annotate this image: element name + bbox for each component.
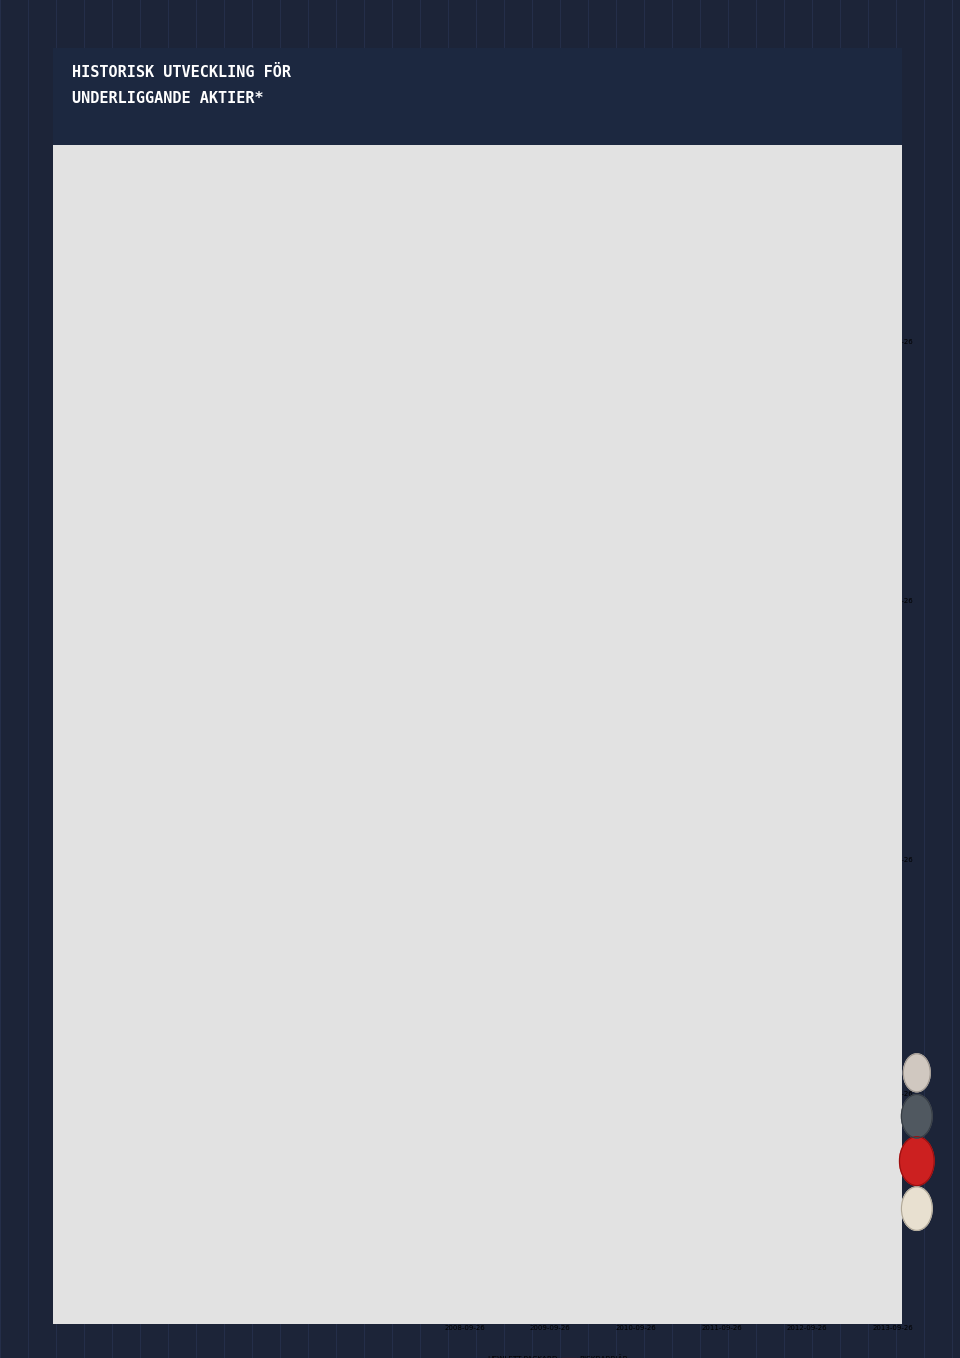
Legend: APPLE, RISKBARRIÄR: APPLE, RISKBARRIÄR [468,891,583,903]
Legend: ABERCROMBIE&FITCH, RISKBARRIÄR: ABERCROMBIE&FITCH, RISKBARRIÄR [468,631,639,644]
Text: GAP: GAP [65,938,95,952]
Text: Hewlett-Packard: Hewlett-Packard [65,1172,182,1186]
Text: HISTORISK UTVECKLING FÖR: HISTORISK UTVECKLING FÖR [72,65,291,80]
Text: Amerikanskt dator- och hemelektroniksföretag som grun-
dades 1976. Bolaget har c: Amerikanskt dator- och hemelektroniksför… [65,717,372,765]
Text: UNDERLIGGANDE AKTIER*: UNDERLIGGANDE AKTIER* [72,91,264,106]
Text: Abercrombie & Fitch: Abercrombie & Fitch [65,420,212,433]
Legend: GAP, RISKBARRIÄR: GAP, RISKBARRIÄR [468,1119,575,1131]
Text: Amerikanskt klädmärke som grundades 1969 som har över
3,000 butiker lokaliserade: Amerikanskt klädmärke som grundades 1969… [65,971,366,1005]
Legend: HEWLETT-PACKARD, RISKBARRIÄR: HEWLETT-PACKARD, RISKBARRIÄR [468,1353,631,1358]
Text: Apple: Apple [65,679,106,693]
Text: I graferna nedan visas den historiska kursutvecklingen för
respektive Underligga: I graferna nedan visas den historiska ku… [65,152,378,272]
Legend: APPLE, GAP, ABERCROMBIE&FITCH, HEWLETT-PACKARD: APPLE, GAP, ABERCROMBIE&FITCH, HEWLETT-P… [468,373,613,395]
Text: Amerikanska klädmärket Abercrombie & Fitch grundades
1892 och har egna butiker ö: Amerikanska klädmärket Abercrombie & Fit… [65,458,376,517]
Text: Företaget grundades 1939 och är ett av världens största IT
bolag. Bolaget är ett: Företaget grundades 1939 och är ett av v… [65,1205,367,1238]
